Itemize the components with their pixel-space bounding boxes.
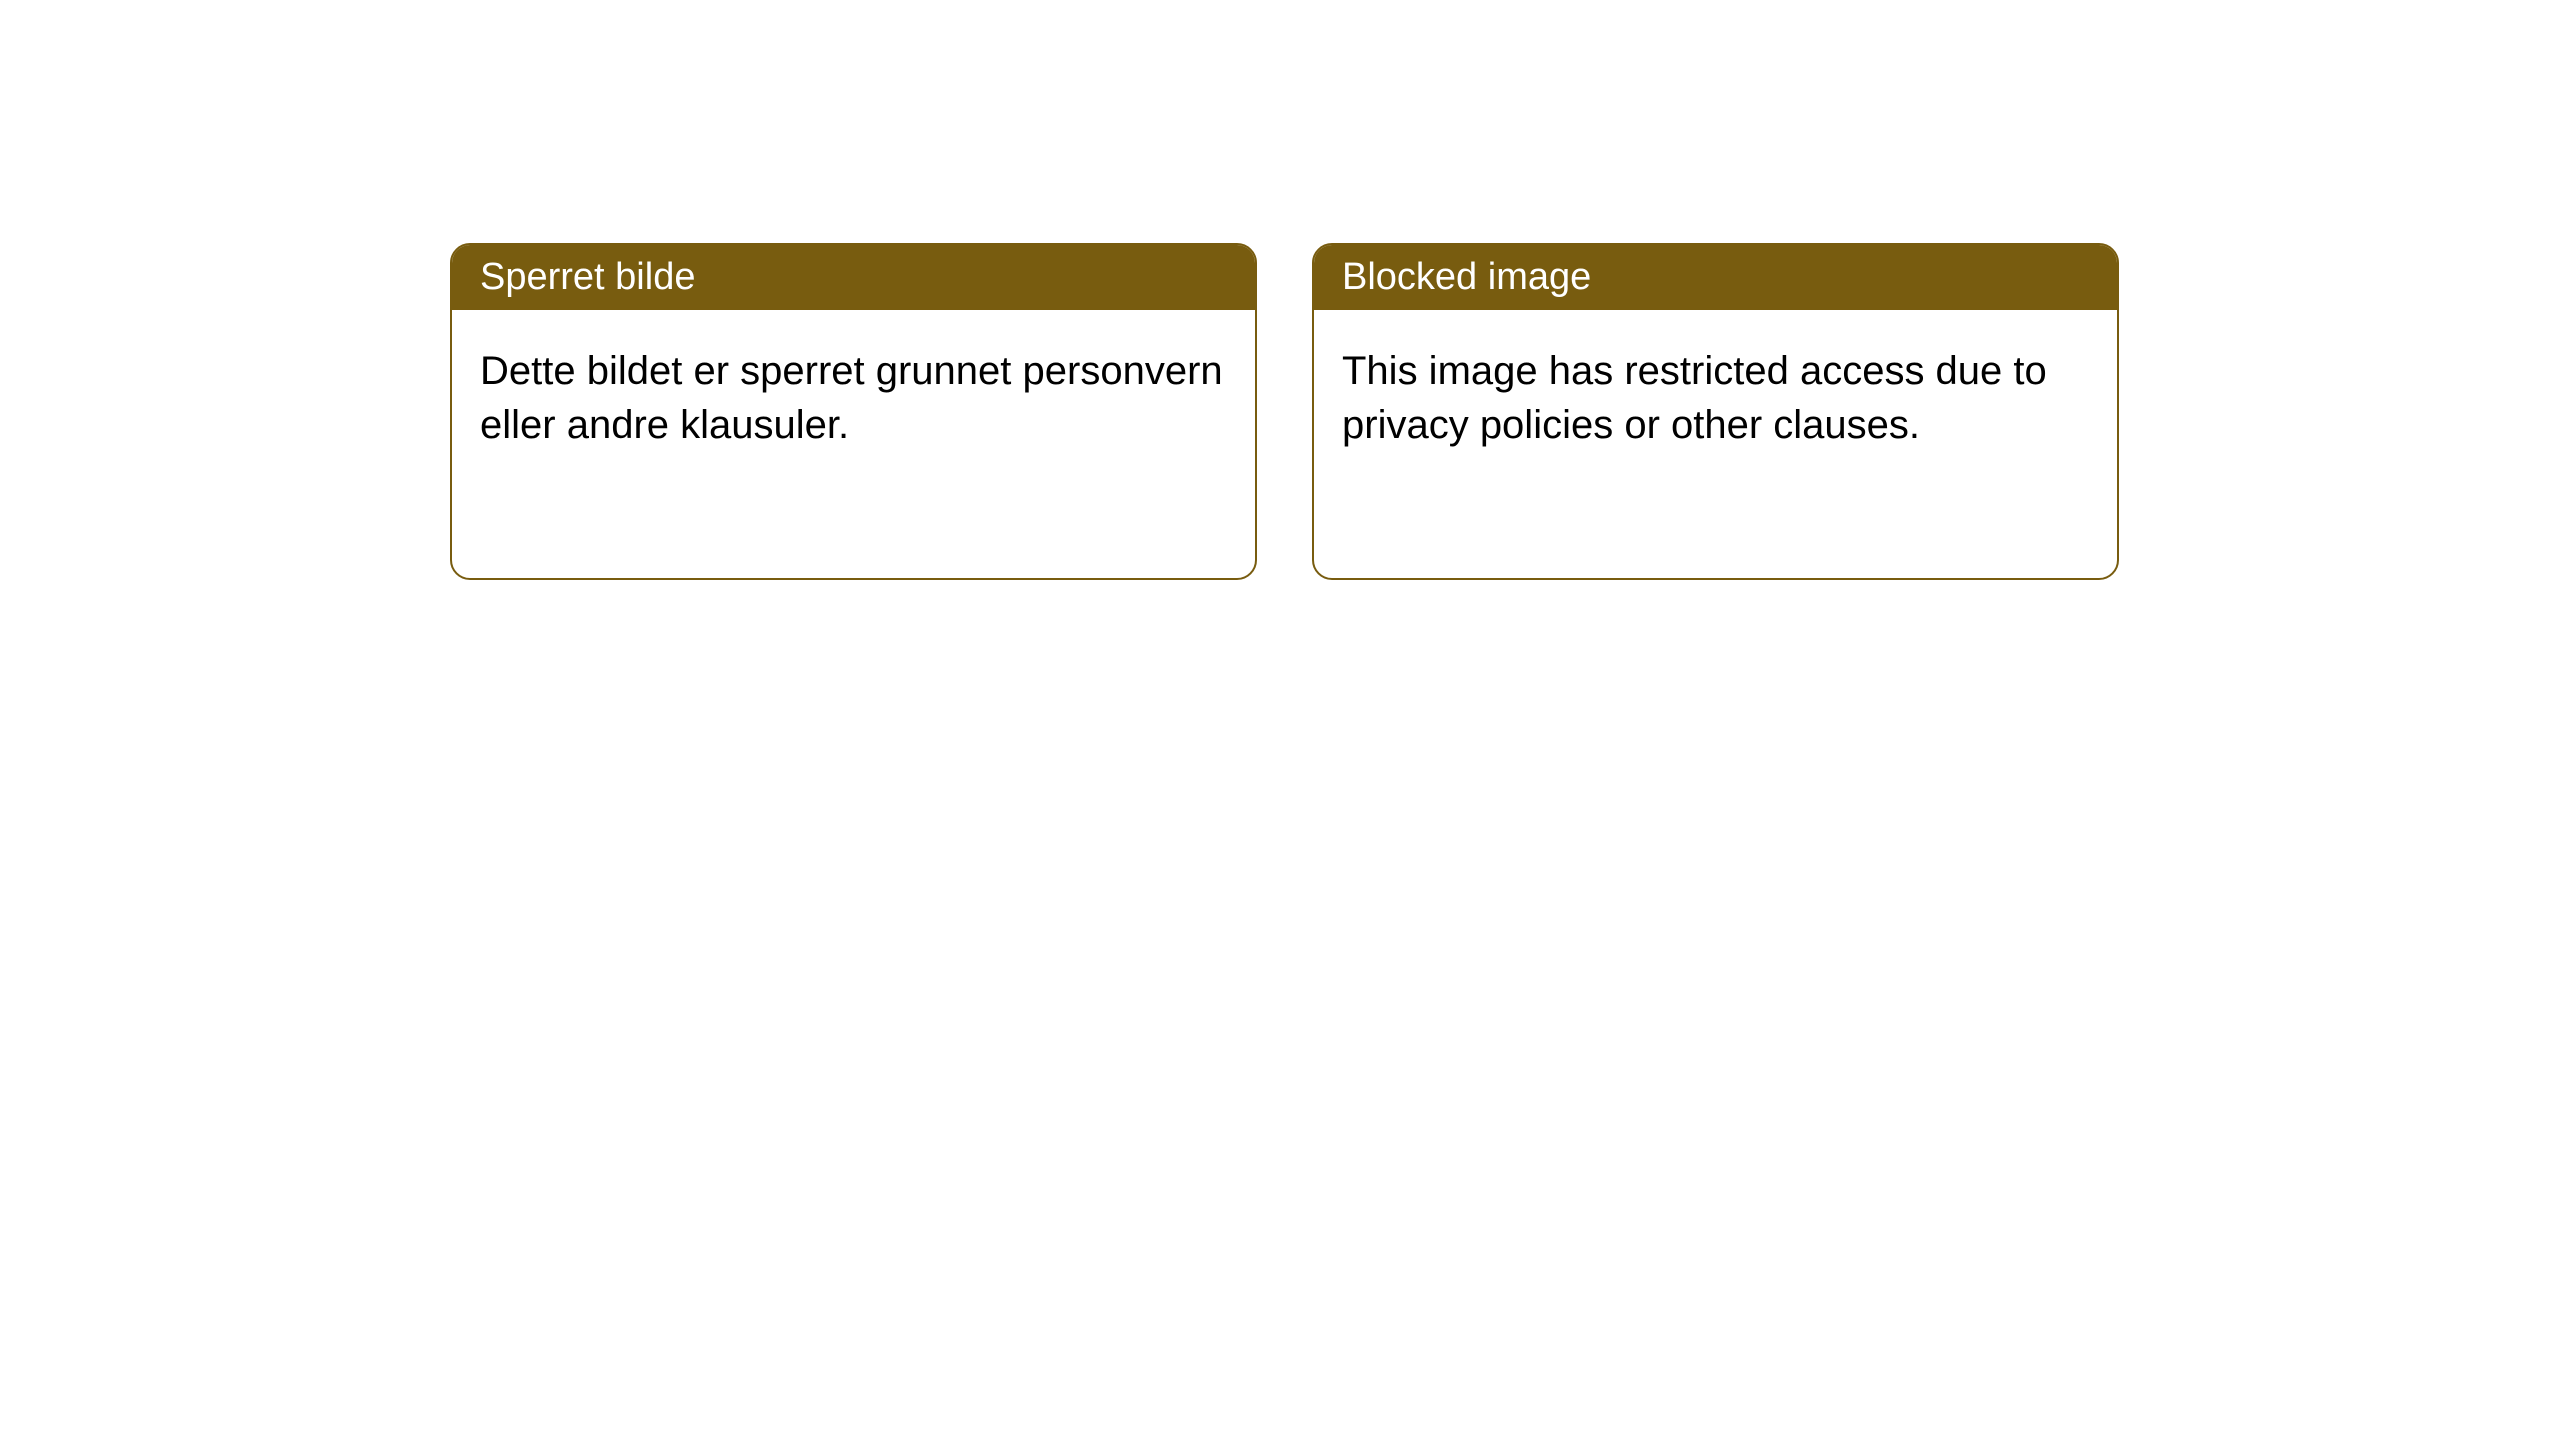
notice-card-english: Blocked image This image has restricted … bbox=[1312, 243, 2119, 580]
notice-card-body: This image has restricted access due to … bbox=[1314, 310, 2117, 486]
notice-card-body: Dette bildet er sperret grunnet personve… bbox=[452, 310, 1255, 486]
notice-card-norwegian: Sperret bilde Dette bildet er sperret gr… bbox=[450, 243, 1257, 580]
notice-card-title: Sperret bilde bbox=[452, 245, 1255, 310]
notice-container: Sperret bilde Dette bildet er sperret gr… bbox=[0, 0, 2560, 580]
notice-card-title: Blocked image bbox=[1314, 245, 2117, 310]
